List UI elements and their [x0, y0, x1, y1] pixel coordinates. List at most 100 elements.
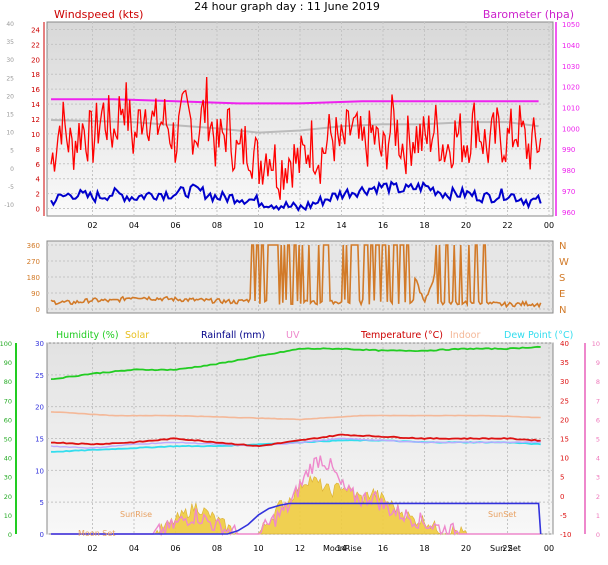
humidity-tick-label: 100: [0, 340, 12, 348]
y2-tick-label: 1050: [562, 21, 580, 29]
humidity-tick-label: 80: [4, 378, 12, 386]
y2-tick-label: 990: [562, 146, 575, 154]
y-tick-label: 180: [27, 274, 40, 282]
uv-tick-label: 0: [596, 531, 600, 539]
wind-average-series: [50, 180, 542, 212]
temp-tick-label: 25: [560, 397, 569, 405]
compass-label: E: [559, 289, 565, 300]
rain-tick-label: 15: [35, 436, 44, 444]
y2-axis-title: Barometer (hpa): [483, 8, 574, 21]
barometer-series: [51, 98, 539, 105]
legend-entry: Humidity (%): [56, 330, 119, 341]
outer-tick-label: 5: [10, 148, 14, 155]
x-tick-label: 02: [87, 544, 97, 553]
rain-tick-label: 0: [40, 531, 44, 539]
y-tick-label: 8: [36, 146, 40, 154]
y-tick-label: 14: [31, 101, 40, 109]
legend-entry: UV: [286, 330, 300, 341]
x-tick-label: 16: [378, 544, 388, 553]
uv-tick-label: 2: [596, 493, 600, 501]
temperature-panel: 02 04 06 08 10 12 14 16 18 20 22 003025201510501009…: [0, 330, 600, 553]
temp-tick-label: 20: [560, 416, 569, 424]
x-tick-label: 14: [336, 544, 346, 553]
y-tick-label: 24: [31, 26, 40, 34]
outer-tick-label: 30: [6, 57, 14, 64]
compass-label: N: [559, 241, 566, 252]
x-tick-label: 12: [295, 544, 305, 553]
y2-tick-label: 1030: [562, 63, 580, 71]
rain-tick-label: 20: [35, 404, 44, 412]
outer-tick-label: 20: [6, 93, 14, 100]
temperature-secondary-series: [50, 437, 541, 449]
humidity-tick-label: 60: [4, 416, 12, 424]
rain-tick-label: 30: [35, 340, 44, 348]
temp-tick-label: 0: [560, 493, 564, 501]
temp-tick-label: -5: [560, 512, 567, 520]
uv-tick-label: 5: [596, 436, 600, 444]
y-tick-label: 90: [31, 290, 40, 298]
y-tick-label: 0: [36, 306, 40, 314]
outer-tick-label: -10: [4, 202, 14, 209]
temperature-series: [50, 433, 541, 448]
y2-tick-label: 1000: [562, 125, 580, 133]
y-tick-label: 270: [27, 258, 40, 266]
y-tick-label: 4: [36, 176, 41, 184]
humidity-tick-label: 30: [4, 474, 12, 482]
outer-tick-label: 25: [6, 75, 14, 82]
y2-tick-label: 980: [562, 167, 575, 175]
wind-panel: 02 04 06 08 10 12 14 16 18 20 22 002422201816141210…: [4, 8, 580, 230]
temp-tick-label: 30: [560, 378, 569, 386]
x-tick-label: 00: [544, 544, 554, 553]
uv-tick-label: 9: [596, 359, 600, 367]
y-tick-label: 16: [31, 86, 40, 94]
x-tick-label: 10: [253, 544, 263, 553]
y-tick-label: 2: [36, 191, 40, 199]
y-tick-label: 22: [31, 41, 40, 49]
humidity-tick-label: 10: [4, 512, 12, 520]
y2-tick-label: 1020: [562, 84, 580, 92]
y2-tick-label: 1010: [562, 105, 580, 113]
rain-tick-label: 10: [35, 467, 44, 475]
humidity-tick-label: 90: [4, 359, 12, 367]
y-tick-label: 20: [31, 56, 40, 64]
y-tick-label: 0: [36, 206, 40, 214]
y-tick-label: 6: [36, 161, 41, 169]
temp-tick-label: 5: [560, 474, 564, 482]
uv-tick-label: 7: [596, 397, 600, 405]
outer-tick-label: 40: [6, 21, 14, 28]
x-tick-label: 04: [129, 221, 139, 230]
moonset-label: Moon Set: [78, 529, 115, 538]
rain-tick-label: 5: [40, 499, 44, 507]
legend-entry: Indoor: [450, 330, 480, 341]
x-tick-label: 18: [419, 221, 429, 230]
humidity-tick-label: 70: [4, 397, 12, 405]
y-tick-label: 12: [31, 116, 40, 124]
moonrise-label: MoonRise: [323, 544, 362, 553]
humidity-tick-label: 50: [4, 436, 12, 444]
x-tick-label: 18: [419, 544, 429, 553]
uv-tick-label: 10: [592, 340, 600, 348]
temp-tick-label: -10: [560, 531, 571, 539]
legend-entry: Solar: [125, 330, 149, 341]
wind-gust-series: [50, 76, 542, 200]
x-tick-label: 14: [336, 221, 346, 230]
x-tick-label: 02: [87, 221, 97, 230]
x-tick-label: 08: [212, 221, 222, 230]
x-tick-label: 06: [170, 221, 180, 230]
outer-tick-label: 10: [6, 130, 14, 137]
legend-entry: Temperature (°C): [360, 330, 443, 341]
temp-tick-label: 10: [560, 455, 569, 463]
y-axis-title: Windspeed (kts): [54, 8, 143, 21]
sunset-label: SunSet: [488, 510, 516, 519]
x-tick-label: 08: [212, 544, 222, 553]
x-tick-label: 06: [170, 544, 180, 553]
chart-title: 24 hour graph day : 11 June 2019: [194, 0, 380, 13]
uv-tick-label: 1: [596, 512, 600, 520]
outer-tick-label: 15: [6, 112, 14, 119]
x-tick-label: 00: [544, 221, 554, 230]
temp-tick-label: 40: [560, 340, 569, 348]
humidity-series: [50, 345, 541, 380]
uv-tick-label: 8: [596, 378, 600, 386]
rain-tick-label: 25: [35, 372, 44, 380]
wind-direction-series: [50, 244, 542, 309]
